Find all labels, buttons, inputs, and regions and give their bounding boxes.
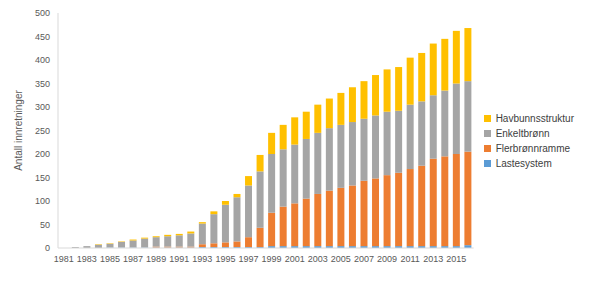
html-text:Lastesystem: Lastesystem	[495, 157, 552, 169]
svg-text:Antall innretninger: Antall innretninger	[13, 90, 24, 171]
svg-text:1991: 1991	[169, 254, 189, 264]
svg-text:1985: 1985	[100, 254, 120, 264]
svg-text:1999: 1999	[262, 254, 282, 264]
svg-text:1987: 1987	[123, 254, 143, 264]
svg-text:2013: 2013	[423, 254, 443, 264]
svg-text:2001: 2001	[285, 254, 305, 264]
svg-text:2003: 2003	[308, 254, 328, 264]
html-text:Enkeltbrønn: Enkeltbrønn	[495, 127, 550, 139]
svg-text:450: 450	[35, 32, 50, 42]
svg-text:350: 350	[35, 79, 50, 89]
svg-text:0: 0	[45, 243, 50, 253]
svg-text:1993: 1993	[192, 254, 212, 264]
svg-text:200: 200	[35, 149, 50, 159]
svg-text:2007: 2007	[354, 254, 374, 264]
svg-text:1981: 1981	[54, 254, 74, 264]
svg-text:1995: 1995	[215, 254, 235, 264]
svg-text:2015: 2015	[446, 254, 466, 264]
svg-text:2005: 2005	[331, 254, 351, 264]
html-text:Flerbrønnramme: Flerbrønnramme	[495, 142, 571, 154]
svg-text:100: 100	[35, 196, 50, 206]
html-text:Havbunnsstruktur: Havbunnsstruktur	[495, 112, 574, 124]
svg-text:250: 250	[35, 126, 50, 136]
svg-text:2009: 2009	[377, 254, 397, 264]
svg-text:400: 400	[35, 55, 50, 65]
svg-text:150: 150	[35, 173, 50, 183]
svg-text:300: 300	[35, 102, 50, 112]
svg-text:1989: 1989	[146, 254, 166, 264]
svg-text:500: 500	[35, 8, 50, 18]
svg-text:50: 50	[40, 220, 50, 230]
svg-text:2011: 2011	[400, 254, 419, 264]
svg-text:1983: 1983	[77, 254, 97, 264]
svg-text:1997: 1997	[238, 254, 258, 264]
